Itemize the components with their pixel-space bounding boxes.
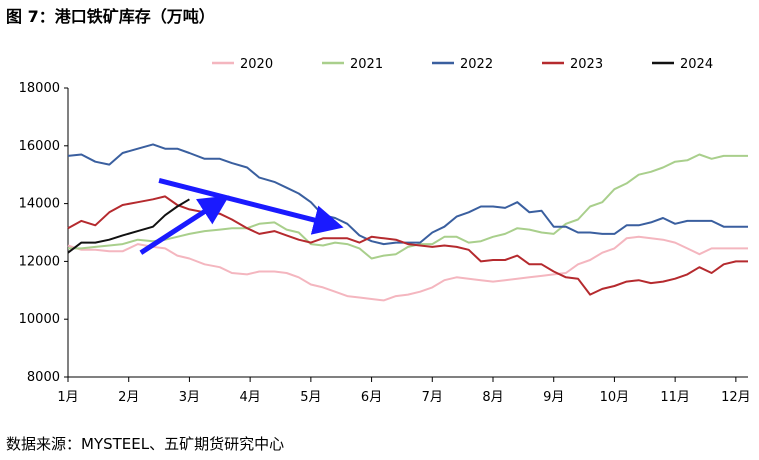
x-tick-label: 6月: [361, 390, 382, 405]
legend: 2020 2021 2022 2023 2024: [212, 57, 713, 72]
x-tick-label: 12月: [721, 390, 751, 405]
legend-label-2023: 2023: [570, 57, 603, 72]
y-tick-label: 14000: [19, 197, 60, 212]
legend-label-2024: 2024: [680, 57, 713, 72]
legend-label-2022: 2022: [460, 57, 493, 72]
y-tick-label: 10000: [19, 312, 60, 327]
series-line-2022: [67, 143, 748, 246]
annotation-arrows: [139, 178, 344, 255]
x-tick-label: 5月: [300, 390, 321, 405]
x-tick-label: 8月: [482, 390, 503, 405]
x-tick-label: 1月: [57, 390, 78, 405]
y-tick-label: 12000: [19, 254, 60, 269]
source-note: 数据来源：MYSTEEL、五矿期货研究中心: [6, 435, 285, 453]
series-line-2024: [67, 198, 190, 254]
x-tick-label: 7月: [422, 390, 443, 405]
series-line-2021: [68, 153, 748, 260]
series-line-2023: [67, 195, 748, 296]
series-layer: [67, 143, 748, 302]
x-tick-label: 2月: [118, 390, 139, 405]
annotation-arrow-2: [158, 178, 344, 235]
figure-title: 图 7：港口铁矿库存（万吨）: [6, 7, 215, 26]
annotation-arrow-1: [139, 195, 230, 255]
legend-label-2020: 2020: [240, 57, 273, 72]
line-chart: 2020 2021 2022 2023 2024 8000 10000 12000 14000…: [19, 57, 751, 405]
x-tick-label: 9月: [543, 390, 564, 405]
x-tick-label: 4月: [240, 390, 261, 405]
x-tick-label: 3月: [179, 390, 200, 405]
y-tick-label: 18000: [19, 81, 60, 96]
y-tick-label: 8000: [27, 370, 60, 385]
series-line-2020: [67, 235, 748, 302]
axes: 8000 10000 12000 14000 16000 18000 1月 2月 3月 4月 5月 6…: [19, 81, 751, 405]
x-tick-label: 11月: [660, 390, 690, 405]
y-tick-label: 16000: [19, 139, 60, 154]
x-tick-label: 10月: [600, 390, 630, 405]
legend-label-2021: 2021: [350, 57, 383, 72]
